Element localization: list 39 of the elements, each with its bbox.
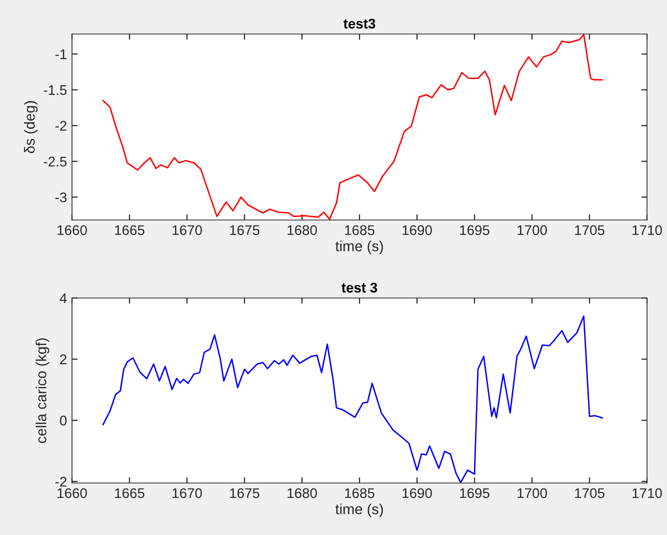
x-axis-title: time (s) <box>335 504 383 518</box>
y-tick-label: -2 <box>55 476 66 487</box>
x-tick-label: 1690 <box>402 225 432 236</box>
x-tick-label: 1665 <box>115 488 144 498</box>
x-tick-label: 1675 <box>230 488 260 498</box>
x-tick-label: 1665 <box>115 225 144 236</box>
x-tick-label: 1670 <box>172 225 202 236</box>
x-tick-label: 1660 <box>58 488 87 498</box>
x-tick-label: 1700 <box>518 488 547 498</box>
y-tick-label: 4 <box>60 293 67 304</box>
line-series <box>102 315 603 483</box>
y-tick-label: -1 <box>55 50 66 60</box>
chart-title: test 3 <box>342 282 378 293</box>
x-tick-label: 1680 <box>288 488 317 498</box>
x-tick-label: 1705 <box>575 488 604 498</box>
y-tick-label: -2 <box>55 120 66 131</box>
x-tick-label: 1675 <box>230 225 260 236</box>
y-tick-label: 0 <box>60 416 67 426</box>
x-tick-label: 1690 <box>402 488 432 498</box>
y-tick-label: -3 <box>55 192 67 202</box>
y-axis-title: cella carico (kgf) <box>36 338 50 443</box>
y-tick-label: -1.5 <box>44 85 67 95</box>
x-tick-label: 1680 <box>288 225 317 236</box>
x-tick-label: 1685 <box>345 225 374 236</box>
y-tick-label: -2.5 <box>44 156 67 167</box>
x-axis-title: time (s) <box>335 240 383 254</box>
x-tick-label: 1695 <box>460 225 490 236</box>
x-tick-label: 1705 <box>575 225 604 236</box>
x-tick-label: 1660 <box>58 225 87 236</box>
x-tick-label: 1710 <box>632 225 662 236</box>
x-tick-label: 1670 <box>172 488 202 498</box>
x-tick-label: 1695 <box>460 488 490 498</box>
chart-title: test3 <box>343 18 376 29</box>
x-tick-label: 1685 <box>345 488 374 498</box>
y-tick-label: 2 <box>60 354 66 364</box>
x-tick-label: 1710 <box>632 488 662 498</box>
line-series <box>102 34 603 220</box>
x-tick-label: 1700 <box>518 225 547 236</box>
y-axis-title: δs (deg) <box>24 101 38 154</box>
